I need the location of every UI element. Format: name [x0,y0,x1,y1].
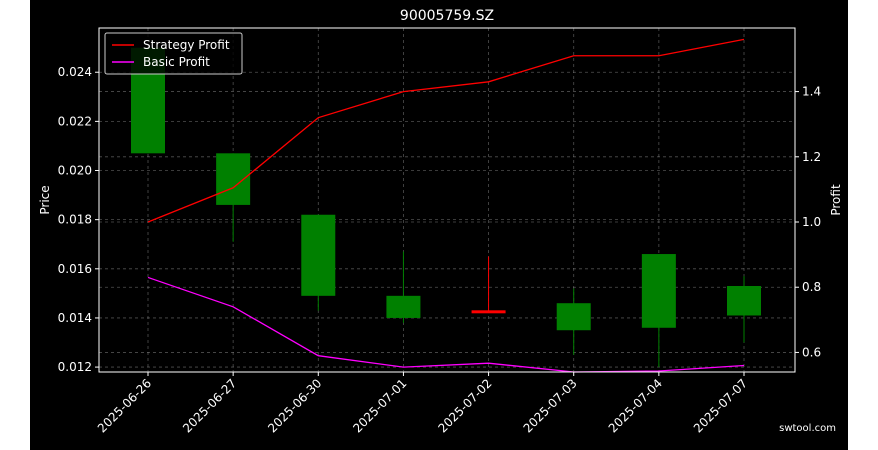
x-tick-label: 2025-07-07 [691,376,750,435]
y-tick-label-left: 0.024 [58,65,92,79]
x-tick-label: 2025-07-03 [521,376,580,435]
candlestick-chart: 2025-06-26 2025-06-27 2025-06-30 2025-07-01… [38,8,843,435]
y-tick-label-left: 0.022 [58,114,92,128]
watermark: swtool.com [779,423,836,434]
candle-body [301,214,336,296]
legend-box [104,32,243,75]
candle-body [641,254,676,328]
profit-line-basic-profit [147,276,745,373]
x-tick-label: 2025-07-01 [350,376,409,435]
y-tick-label-left: 0.018 [58,213,92,227]
y-tick-label-right: 0.6 [802,345,821,359]
y-tick-label-left: 0.012 [58,360,92,374]
y-tick-label-left: 0.014 [58,311,92,325]
x-tick-label: 2025-06-26 [95,376,154,435]
x-tick-label: 2025-07-04 [606,376,665,435]
x-tick-label: 2025-06-27 [180,376,239,435]
legend: Strategy Profit Basic Profit [104,32,243,75]
legend-label-basic-profit: Basic Profit [143,55,210,69]
candle-body [556,303,591,331]
y-tick-label-right: 1.4 [802,85,821,99]
x-tick-label: 2025-06-30 [265,376,324,435]
candle-body [727,286,761,316]
candle-body [471,310,506,314]
profit-line-strategy-profit [147,38,745,223]
x-tick-label: 2025-07-02 [435,376,494,435]
y-tick-label-right: 1.2 [802,150,821,164]
chart-title: 90005759.SZ [400,8,494,24]
y-tick-label-left: 0.020 [58,164,92,178]
candle-body [216,153,251,205]
candle-body [386,295,421,318]
plot-frame [98,27,796,373]
chart-panel: 2025-06-26 2025-06-27 2025-06-30 2025-07-01… [30,0,848,450]
y-tick-label-left: 0.016 [58,262,92,276]
y-tick-label-right: 0.8 [802,280,821,294]
legend-label-strategy-profit: Strategy Profit [143,38,230,52]
y-axis-left-label: Price [38,185,52,214]
y-axis-right-label: Profit [829,184,843,216]
y-tick-label-right: 1.0 [802,215,821,229]
